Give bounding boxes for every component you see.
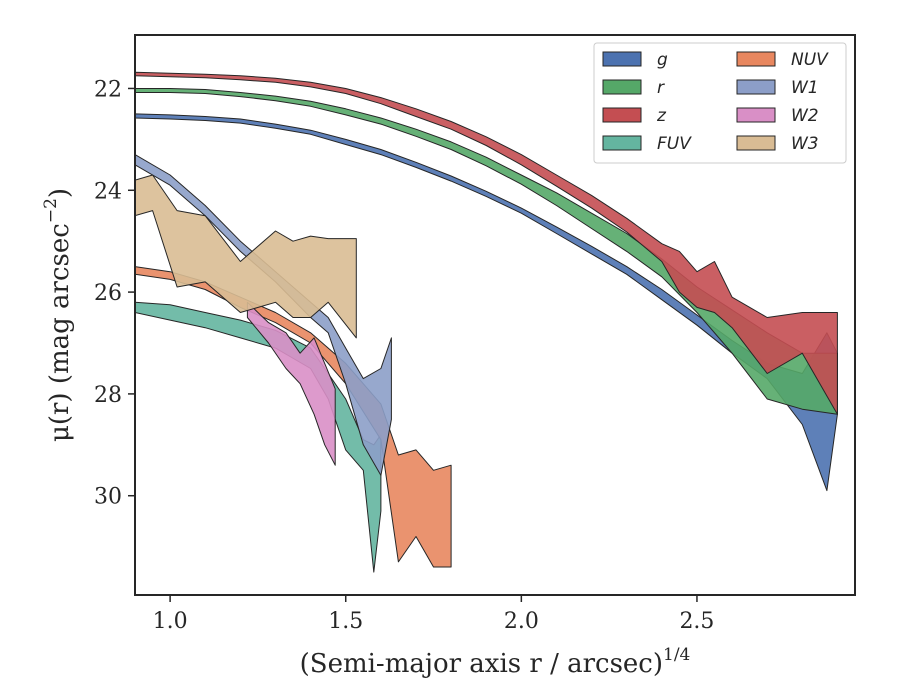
x-tick-label: 2.5 [679,609,714,634]
legend-label-nuv: NUV [791,50,829,70]
legend-swatch-r [602,79,642,95]
legend-swatch-nuv [736,51,776,67]
series-band-w2 [246,301,336,466]
x-tick-label: 2.0 [504,609,539,634]
y-tick-label: 22 [94,77,122,102]
y-axis-label: μ(r) (mag arcsec−2) [41,188,75,442]
x-tick-label: 1.0 [153,609,188,634]
legend-swatch-w2 [736,107,776,123]
y-tick-label: 30 [94,485,122,510]
legend-swatch-w3 [736,135,776,151]
x-tick-label: 1.5 [328,609,363,634]
plot-area [135,71,838,573]
legend-label-w3: W3 [791,134,819,154]
y-tick-label: 28 [94,383,122,408]
series-band-fuv [135,301,382,573]
legend-label-r: r [657,78,665,98]
series-band-w3 [135,174,357,339]
series-band-z [135,71,838,415]
legend-label-fuv: FUV [657,134,692,154]
legend-swatch-g [602,51,642,67]
x-axis-label: (Semi-major axis r / arcsec)1/4 [300,645,691,679]
legend-swatch-fuv [602,135,642,151]
legend-label-z: z [656,106,667,126]
legend-box [593,42,847,164]
legend-label-w1: W1 [791,78,819,98]
legend-label-w2: W2 [791,106,819,126]
legend-swatch-z [602,107,642,123]
y-tick-label: 24 [94,179,122,204]
y-tick-label: 26 [94,281,122,306]
axes: 1.0 1.5 2.0 2.5 22 24 26 28 30 [94,34,856,634]
legend-label-g: g [657,50,668,70]
legend-swatch-w1 [736,79,776,95]
legend: grz FUV NUV W1 W2 W3 [593,42,847,164]
plot-frame [134,34,856,596]
